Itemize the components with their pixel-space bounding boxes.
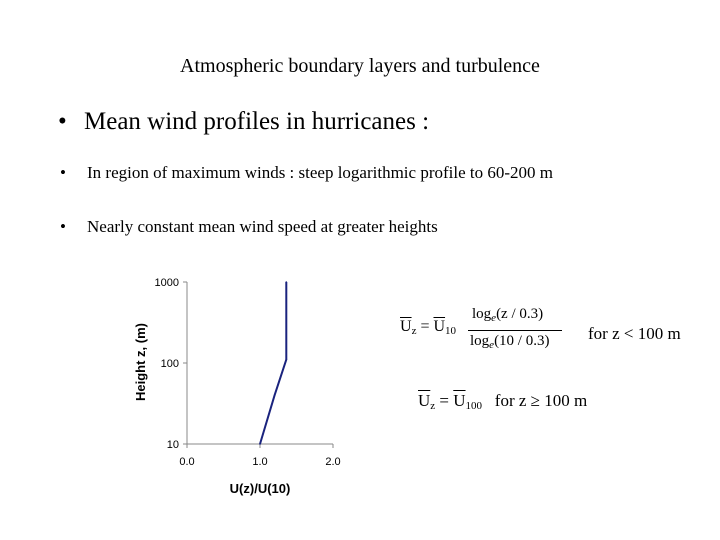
y-axis-label: Height z, (m) xyxy=(133,323,148,401)
fraction-bar xyxy=(468,330,562,331)
eq1-rhs-u: U xyxy=(433,318,446,335)
eq2-rhs-u: U xyxy=(453,391,466,410)
bullet-glyph: • xyxy=(58,108,67,135)
x-tick-label: 1.0 xyxy=(252,456,267,468)
eq1-rhs-sub: 10 xyxy=(445,325,457,337)
x-tick-label: 0.0 xyxy=(179,456,194,468)
main-bullet-text: Mean wind profiles in hurricanes : xyxy=(84,108,430,135)
y-tick-label: 1000 xyxy=(155,277,179,289)
equation-1-lhs: Uz = U10 xyxy=(400,318,456,337)
equation-2: Uz = U100 for z ≥ 100 m xyxy=(418,391,587,412)
eq1-num-arg: (z / 0.3) xyxy=(496,306,544,322)
sub-bullet-2-text: Nearly constant mean wind speed at great… xyxy=(87,217,438,236)
equation-1-numerator: loge(z / 0.3) xyxy=(472,306,543,324)
eq1-lhs-sub: z xyxy=(411,325,417,337)
bullet-glyph: • xyxy=(60,217,66,236)
data-point xyxy=(285,358,288,361)
eq1-num-log: log xyxy=(472,306,492,322)
bullet-glyph: • xyxy=(60,163,66,182)
slide-title: Atmospheric boundary layers and turbulen… xyxy=(180,55,540,77)
eq1-equals: = xyxy=(420,318,430,335)
sub-bullet-1: • In region of maximum winds : steep loga… xyxy=(60,163,553,183)
x-axis-label: U(z)/U(10) xyxy=(230,481,291,496)
data-point xyxy=(259,443,261,445)
equation-1-condition: for z < 100 m xyxy=(588,324,681,343)
sub-bullet-2: • Nearly constant mean wind speed at grea… xyxy=(60,217,438,237)
sub-bullet-1-text: In region of maximum winds : steep logar… xyxy=(87,163,553,182)
eq2-lhs-u: U xyxy=(418,391,431,410)
eq1-lhs-u: U xyxy=(400,318,412,335)
eq2-lhs-sub: z xyxy=(430,400,436,412)
x-tick-label: 2.0 xyxy=(325,456,340,468)
main-bullet: • Mean wind profiles in hurricanes : xyxy=(58,108,429,136)
y-tick-label: 100 xyxy=(161,358,179,370)
wind-profile-line xyxy=(259,282,288,445)
eq1-den-sub: e xyxy=(489,339,495,351)
eq1-den-log: log xyxy=(470,333,490,349)
y-tick-label: 10 xyxy=(167,439,179,451)
equation-1-denominator: loge(10 / 0.3) xyxy=(470,333,549,351)
eq1-den-arg: (10 / 0.3) xyxy=(494,333,550,349)
equation-1: Uz = U10 loge(z / 0.3) loge(10 / 0.3) xyxy=(400,306,570,356)
data-point xyxy=(285,281,288,283)
eq1-num-sub: e xyxy=(491,312,497,324)
eq2-equals: = xyxy=(439,391,450,410)
eq2-condition: for z ≥ 100 m xyxy=(494,391,588,410)
data-point xyxy=(273,394,276,397)
eq2-rhs-sub: 100 xyxy=(465,400,483,412)
